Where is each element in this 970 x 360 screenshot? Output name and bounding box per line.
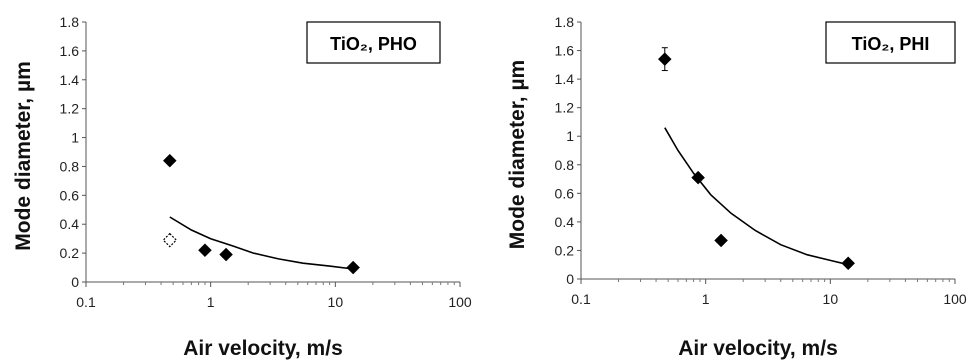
y-tick-label: 1.8: [555, 14, 575, 30]
x-tick-label: 1: [702, 291, 710, 307]
data-point: [691, 170, 705, 185]
x-tick-label: 0.1: [76, 294, 96, 310]
y-tick-label: 1.4: [555, 71, 575, 87]
data-point: [657, 52, 672, 66]
x-tick-label: 100: [943, 291, 967, 307]
y-tick-label: 0: [71, 274, 79, 290]
y-tick-label: 1: [71, 130, 79, 146]
y-tick-label: 0.2: [555, 242, 575, 258]
y-tick-label: 1.6: [60, 43, 80, 59]
y-tick-label: 0.4: [555, 214, 575, 230]
y-tick-label: 1.8: [60, 14, 80, 30]
y-tick-label: 1: [566, 128, 574, 144]
x-tick-label: 100: [448, 294, 472, 310]
y-tick-label: 0.6: [60, 187, 80, 203]
legend-box: [825, 21, 956, 64]
legend-label: TiO₂, PHO: [330, 34, 417, 54]
chart-panel-2: 0 0.2 0.4 0.6 0.8 1 1.2 1.4 1.6 1.8 0.1 1 10 100 Air v…: [506, 14, 967, 360]
y-tick-label: 0.8: [60, 158, 80, 174]
y-tick-label: 0: [566, 271, 574, 287]
fit-curve: [169, 216, 354, 270]
data-point: [346, 260, 361, 275]
data-point: [841, 256, 856, 271]
y-tick-label: 1.2: [555, 100, 575, 116]
legend-label: TiO₂, PHI: [852, 34, 930, 54]
x-axis-label: Air velocity, m/s: [678, 337, 838, 360]
data-point-open: [162, 232, 178, 248]
y-tick-label: 0.6: [555, 185, 575, 201]
legend-box: [306, 21, 441, 64]
y-tick-label: 0.2: [60, 245, 80, 261]
data-point: [162, 153, 177, 168]
x-axis-label: Air velocity, m/s: [183, 337, 343, 360]
x-tick-label: 10: [328, 294, 344, 310]
x-tick-label: 10: [823, 291, 839, 307]
x-tick-label: 1: [207, 294, 215, 310]
data-point: [714, 233, 728, 248]
data-point: [198, 243, 212, 258]
y-tick-label: 1.2: [60, 101, 80, 117]
x-tick-label: 0.1: [571, 291, 591, 307]
y-tick-label: 0.8: [555, 157, 575, 173]
y-tick-label: 1.4: [60, 72, 80, 88]
y-tick-label: 1.6: [555, 43, 575, 59]
data-point: [219, 247, 233, 262]
y-axis-label: Mode diameter, µm: [12, 61, 35, 250]
y-axis-label: Mode diameter, µm: [506, 60, 529, 249]
y-tick-label: 0.4: [60, 216, 80, 232]
fit-curve: [664, 127, 849, 266]
chart-panel-1: 0 0.2 0.4 0.6 0.8 1 1.2 1.4 1.6 1.8 0.1 1 10 100 Air v…: [12, 14, 472, 360]
